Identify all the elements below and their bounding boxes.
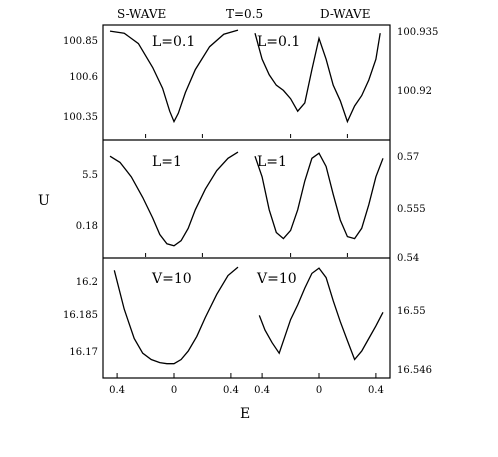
right-tick-label-r2-2: 0.54 xyxy=(397,253,419,264)
panel-label-right-row-2: L=1 xyxy=(257,154,287,170)
s-wave-curve-row-1 xyxy=(109,29,239,124)
x-tick-label-col2-0: 0.4 xyxy=(254,385,270,396)
left-tick-label-r1-1: 100.6 xyxy=(69,72,98,83)
x-tick-label-col1-2: 0.4 xyxy=(223,385,239,396)
right-tick-label-r1-0: 100.935 xyxy=(397,27,438,38)
curves xyxy=(109,29,384,365)
left-tick-label-r1-2: 100.35 xyxy=(63,112,98,123)
panel-labels: L=0.1 L=0.1 L=1 L=1 V=10 V=10 xyxy=(151,34,300,287)
x-axis-label: E xyxy=(240,406,250,422)
plot-frame xyxy=(102,24,391,379)
left-tick-label-r2-0: 5.5 xyxy=(82,170,98,181)
panel-label-left-row-1: L=0.1 xyxy=(152,34,195,50)
right-tick-label-r3-0: 16.55 xyxy=(397,306,426,317)
top-label-s-wave: S-WAVE xyxy=(117,7,166,21)
left-tick-label-r2-1: 0.18 xyxy=(76,221,98,232)
d-wave-curve-row-3 xyxy=(258,267,384,361)
left-tick-label-r1-0: 100.85 xyxy=(63,36,98,47)
left-tick-label-r3-2: 16.17 xyxy=(69,347,98,358)
x-ticks: 0.4 0 0.4 0.4 0 0.4 xyxy=(109,134,384,396)
s-wave-curve-row-3 xyxy=(113,266,239,365)
panel-label-right-row-3: V=10 xyxy=(256,271,297,287)
panel-label-left-row-2: L=1 xyxy=(152,154,182,170)
top-label-d-wave: D-WAVE xyxy=(320,7,370,21)
d-wave-curve-row-1 xyxy=(254,33,381,124)
panel-label-left-row-3: V=10 xyxy=(151,271,192,287)
right-tick-label-r2-0: 0.57 xyxy=(397,152,419,163)
x-tick-label-col1-0: 0.4 xyxy=(109,385,125,396)
right-tick-label-r1-1: 100.92 xyxy=(397,86,432,97)
left-tick-label-r3-1: 16.185 xyxy=(63,310,98,321)
x-tick-label-col1-1: 0 xyxy=(171,385,177,396)
left-tick-label-r3-0: 16.2 xyxy=(76,277,98,288)
x-tick-label-col2-2: 0.4 xyxy=(368,385,384,396)
right-tick-label-r2-1: 0.555 xyxy=(397,204,426,215)
s-wave-curve-row-2 xyxy=(109,151,239,247)
right-tick-label-r3-1: 16.546 xyxy=(397,365,432,376)
x-tick-label-col2-1: 0 xyxy=(316,385,322,396)
d-wave-curve-row-2 xyxy=(254,152,384,240)
top-label-t: T=0.5 xyxy=(226,7,263,21)
y-axis-label: U xyxy=(38,193,50,209)
panel-label-right-row-1: L=0.1 xyxy=(257,34,300,50)
